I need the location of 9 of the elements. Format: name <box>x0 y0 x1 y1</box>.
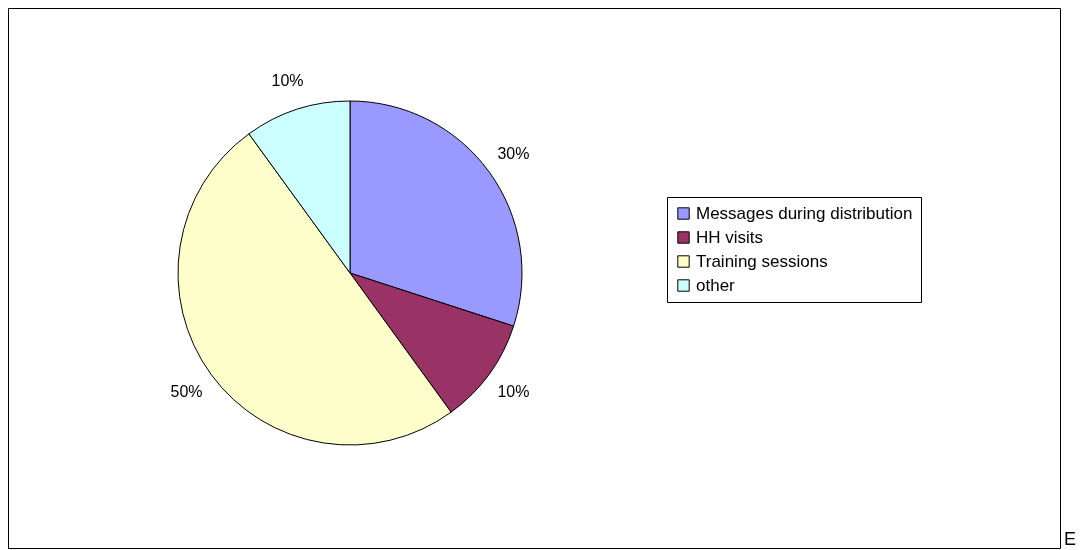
data-label: 30% <box>497 145 530 163</box>
data-label: 10% <box>497 382 530 400</box>
legend-label: Messages during distribution <box>696 203 913 223</box>
data-label: 50% <box>170 382 203 400</box>
legend-label: Training sessions <box>696 251 828 271</box>
data-label: 10% <box>271 71 304 89</box>
text: E <box>1064 529 1077 549</box>
legend-label: other <box>696 275 736 295</box>
legend-label: HH visits <box>696 227 764 247</box>
